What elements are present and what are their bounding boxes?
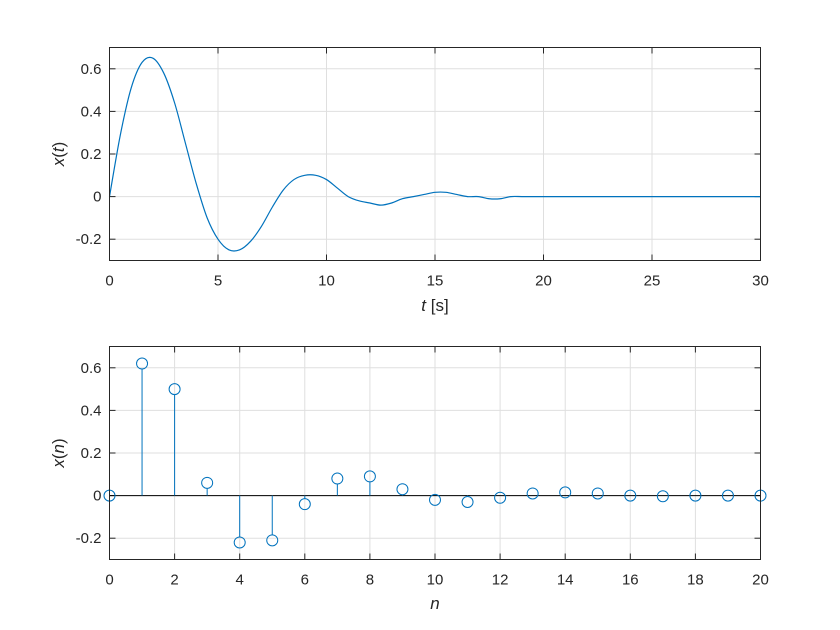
- stem-marker: [201, 476, 214, 489]
- x-tick-label: 14: [557, 572, 574, 589]
- y-axis-label: x(t): [49, 142, 68, 168]
- discrete-signal-plot: 0 2 4 6 8 10 12 14 16 18 20 -0.2 0 0.2 0.4 0.6 n x(n): [49, 346, 769, 613]
- stem-marker: [624, 489, 637, 502]
- x-tick-label: 0: [105, 572, 113, 589]
- x-tick-label: 12: [492, 572, 509, 589]
- x-axis-label: t [s]: [421, 296, 448, 315]
- y-tick-labels: -0.2 0 0.2 0.4 0.6: [76, 61, 102, 248]
- y-tick-label: -0.2: [76, 530, 102, 547]
- stem-marker: [689, 489, 702, 502]
- plot-area: [103, 357, 767, 549]
- y-axis-label: x(n): [49, 438, 68, 468]
- x-tick-label: 8: [366, 572, 374, 589]
- y-tick-label: -0.2: [76, 231, 102, 248]
- x-axis-label: n: [430, 594, 439, 613]
- stem-marker: [429, 493, 441, 506]
- axes-frame: [109, 346, 761, 560]
- x-tick-labels: 0 2 4 6 8 10 12 14 16 18 20: [105, 572, 769, 589]
- stem-marker: [721, 489, 734, 502]
- x-tick-label: 10: [427, 572, 444, 589]
- y-tick-label: 0.4: [81, 402, 102, 419]
- stem-marker: [168, 383, 181, 396]
- x-tick-label: 5: [214, 273, 222, 290]
- x-tick-label: 6: [301, 572, 309, 589]
- stem-marker: [591, 487, 604, 500]
- y-tick-label: 0: [93, 189, 101, 206]
- x-tick-label: 30: [752, 273, 769, 290]
- x-tick-label: 20: [535, 273, 552, 290]
- stem-marker: [298, 498, 311, 511]
- y-tick-label: 0.4: [81, 103, 102, 120]
- x-tick-label: 2: [170, 572, 178, 589]
- x-tick-label: 4: [236, 572, 244, 589]
- y-tick-label: 0.2: [81, 445, 102, 462]
- y-tick-label: 0.6: [81, 61, 102, 78]
- plot-area: [108, 56, 761, 252]
- continuous-signal-plot: 0 5 10 15 20 25 30 -0.2 0 0.2 0.4 0.6 t [s] x(t): [49, 47, 769, 315]
- x-tick-label: 18: [687, 572, 704, 589]
- grid: [109, 47, 761, 261]
- stem-marker: [526, 487, 539, 500]
- stem-marker: [136, 357, 149, 370]
- axes-frame: [109, 47, 761, 261]
- y-tick-label: 0: [93, 488, 101, 505]
- signal-curve: [108, 56, 761, 252]
- x-tick-label: 15: [427, 273, 444, 290]
- stem-marker: [363, 470, 376, 483]
- stem-marker: [266, 534, 279, 547]
- stem-marker: [656, 490, 669, 503]
- stem-marker: [233, 536, 246, 549]
- x-tick-label: 0: [105, 273, 113, 290]
- x-tick-label: 16: [622, 572, 639, 589]
- stem-marker: [494, 491, 507, 504]
- x-tick-label: 20: [752, 572, 769, 589]
- stem-marker: [331, 472, 344, 485]
- stem-marker: [461, 495, 474, 508]
- grid: [109, 346, 761, 560]
- y-tick-label: 0.2: [81, 146, 102, 163]
- y-tick-label: 0.6: [81, 360, 102, 377]
- y-tick-labels: -0.2 0 0.2 0.4 0.6: [76, 360, 102, 547]
- stem-marker: [396, 483, 409, 496]
- stem-marker: [559, 486, 572, 499]
- x-tick-label: 10: [318, 273, 335, 290]
- x-tick-label: 25: [644, 273, 661, 290]
- x-tick-labels: 0 5 10 15 20 25 30: [105, 273, 769, 290]
